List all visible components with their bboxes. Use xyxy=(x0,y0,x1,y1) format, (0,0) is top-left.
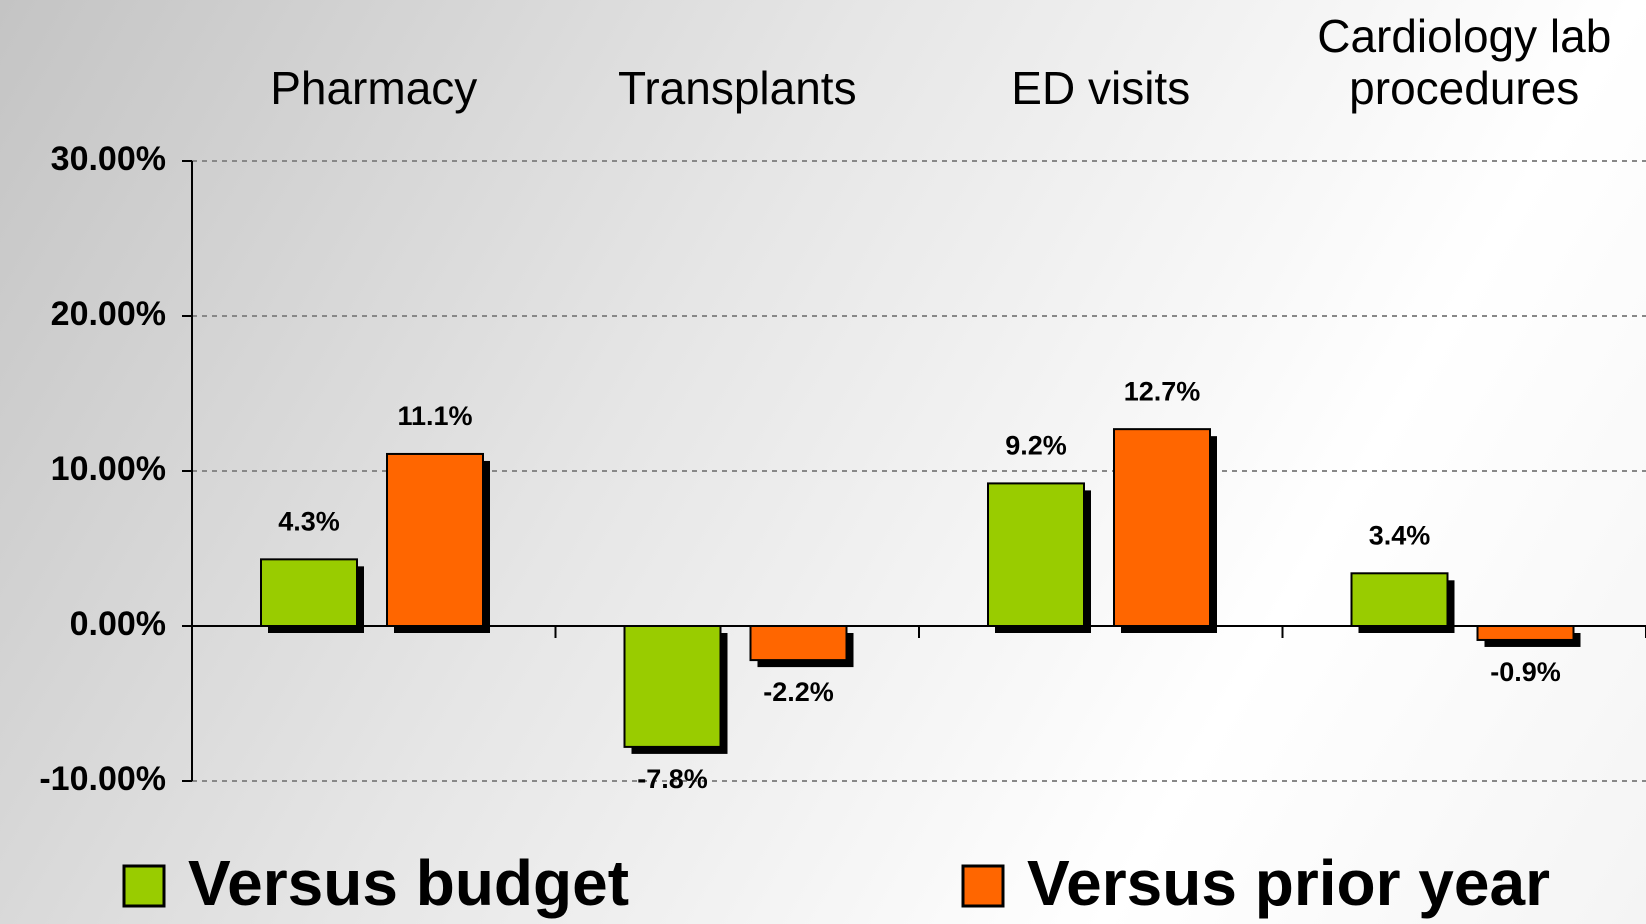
y-tick-label: 10.00% xyxy=(51,450,166,488)
bar xyxy=(1350,572,1449,627)
data-label: 11.1% xyxy=(397,401,472,431)
legend-label: Versus budget xyxy=(188,847,629,919)
data-label: 9.2% xyxy=(1005,431,1067,461)
category-label: ED visits xyxy=(1011,62,1191,114)
category-label: Transplants xyxy=(617,62,857,114)
data-label: -7.8% xyxy=(637,764,708,794)
data-label: 4.3% xyxy=(278,506,340,536)
category-label: Pharmacy xyxy=(270,62,478,114)
bar xyxy=(987,482,1085,627)
data-label: 12.7% xyxy=(1124,376,1201,406)
data-label: 3.4% xyxy=(1369,520,1431,550)
bar xyxy=(623,625,722,748)
bar xyxy=(1476,625,1575,641)
y-tick-label: -10.00% xyxy=(39,760,166,798)
y-tick-label: 30.00% xyxy=(51,140,166,178)
category-label: Cardiology lab procedures xyxy=(1317,10,1612,114)
legend-swatch xyxy=(961,864,1005,908)
data-label: -2.2% xyxy=(763,677,834,707)
bar xyxy=(260,558,358,627)
bar xyxy=(749,625,848,662)
y-tick-label: 0.00% xyxy=(70,605,166,643)
y-tick-label: 20.00% xyxy=(51,295,166,333)
legend-label: Versus prior year xyxy=(1027,847,1550,919)
legend-swatch xyxy=(122,864,166,908)
bar xyxy=(386,452,484,628)
bar xyxy=(1113,428,1211,627)
data-label: -0.9% xyxy=(1490,657,1561,687)
